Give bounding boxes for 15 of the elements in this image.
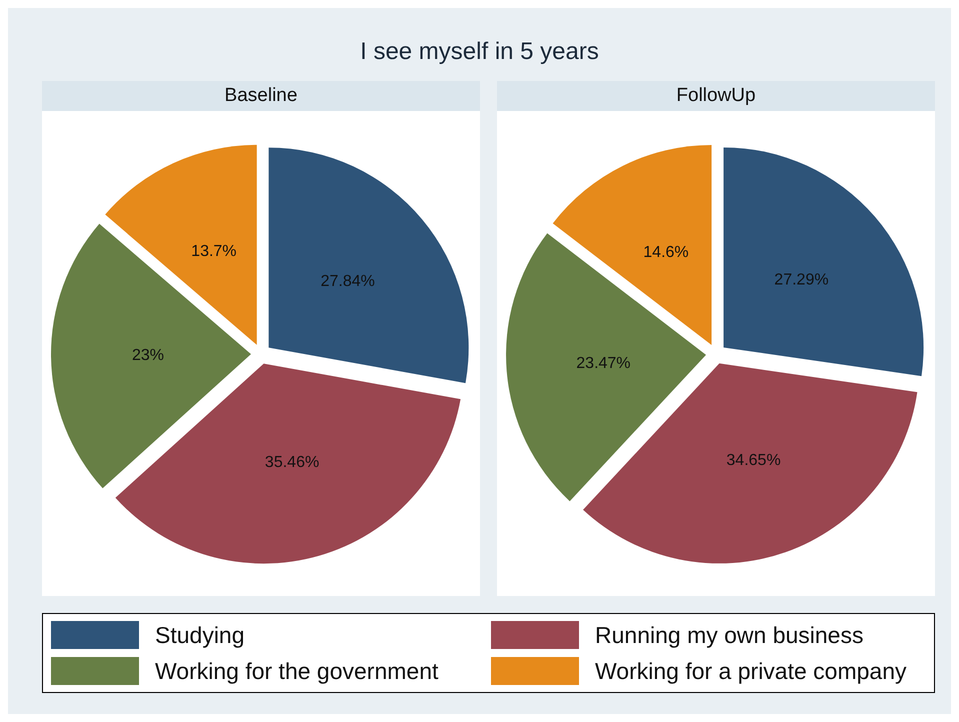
data-label: 27.84% xyxy=(320,273,375,290)
data-label: 35.46% xyxy=(264,454,320,472)
legend-label: Working for a private company xyxy=(595,658,906,684)
data-label: 13.7% xyxy=(191,242,237,260)
chart-title: I see myself in 5 years xyxy=(359,38,600,66)
data-label: 23% xyxy=(132,346,164,364)
legend-label: Running my own business xyxy=(595,622,864,648)
data-label: 14.6% xyxy=(643,244,689,262)
data-label: 23.47% xyxy=(576,354,631,372)
legend-label: Studying xyxy=(155,622,245,648)
data-label: 27.29% xyxy=(774,272,829,289)
legend-label: Working for the government xyxy=(155,658,438,684)
chart-subtitle: Baseline xyxy=(42,81,480,111)
data-label: 34.65% xyxy=(726,452,781,470)
chart-subtitle: FollowUp xyxy=(497,81,935,111)
